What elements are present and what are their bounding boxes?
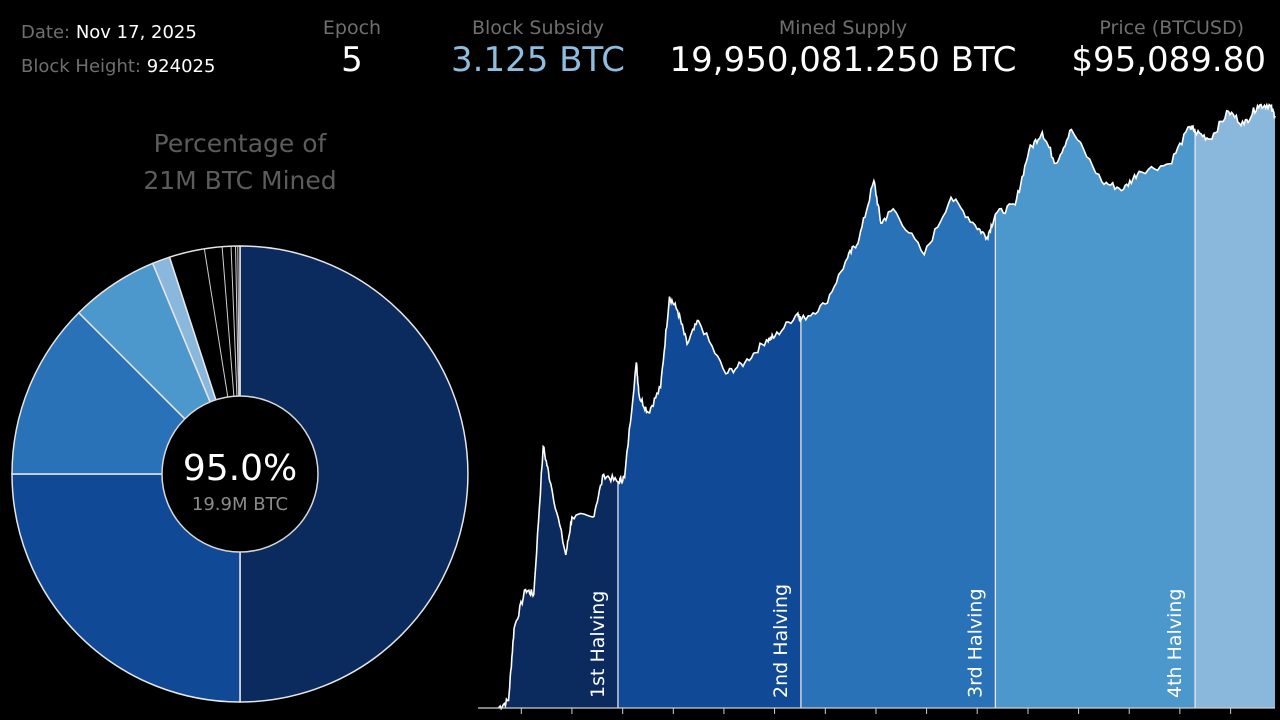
pie-title-line-1: Percentage of bbox=[154, 129, 328, 158]
price-line bbox=[497, 102, 1276, 711]
halving-label-2: 2nd Halving bbox=[770, 584, 792, 698]
halving-label-3: 3rd Halving bbox=[964, 588, 986, 698]
epoch-value: 5 bbox=[341, 40, 363, 80]
block-height-line: Block Height: 924025 bbox=[21, 56, 215, 77]
price-label: Price (BTCUSD) bbox=[1099, 17, 1244, 39]
block-subsidy-value: 3.125 BTC bbox=[451, 40, 625, 80]
block-height-value: 924025 bbox=[146, 56, 216, 77]
epoch-area-4 bbox=[995, 125, 1196, 708]
halving-label-4: 4th Halving bbox=[1164, 589, 1186, 698]
epoch-area-3 bbox=[800, 180, 996, 708]
halving-labels: 1st Halving 2nd Halving 3rd Halving 4th Hal… bbox=[587, 584, 1186, 698]
price-value: $95,089.80 bbox=[1071, 40, 1266, 80]
epoch-areas bbox=[498, 104, 1275, 709]
pie-slice-1 bbox=[239, 245, 469, 703]
block-subsidy-label: Block Subsidy bbox=[471, 17, 605, 39]
epoch-area-1 bbox=[498, 446, 618, 709]
mined-supply-label: Mined Supply bbox=[778, 17, 908, 39]
epoch-label: Epoch bbox=[322, 17, 382, 39]
block-height-label: Block Height: bbox=[21, 56, 141, 77]
x-axis-ticks bbox=[520, 708, 1232, 714]
halving-lines bbox=[617, 131, 1196, 708]
pie-center-supply: 19.9M BTC bbox=[192, 494, 288, 515]
pie-slice-2 bbox=[11, 473, 241, 703]
date-line: Date: Nov 17, 2025 bbox=[21, 22, 197, 43]
mined-supply-value: 19,950,081.250 BTC bbox=[669, 40, 1017, 80]
halving-label-1: 1st Halving bbox=[587, 591, 609, 698]
pie-slices bbox=[11, 245, 469, 703]
pie-center-hole bbox=[161, 395, 319, 553]
supply-pie-chart: Percentage of 21M BTC Mined 95.0% 19.9M … bbox=[11, 129, 469, 703]
epoch-area-2 bbox=[617, 296, 801, 708]
pie-title-line-2: 21M BTC Mined bbox=[143, 166, 336, 195]
epoch-area-5 bbox=[1195, 104, 1275, 709]
pie-center-percentage: 95.0% bbox=[183, 448, 297, 489]
date-value: Nov 17, 2025 bbox=[75, 22, 197, 43]
date-label: Date: bbox=[21, 22, 71, 43]
